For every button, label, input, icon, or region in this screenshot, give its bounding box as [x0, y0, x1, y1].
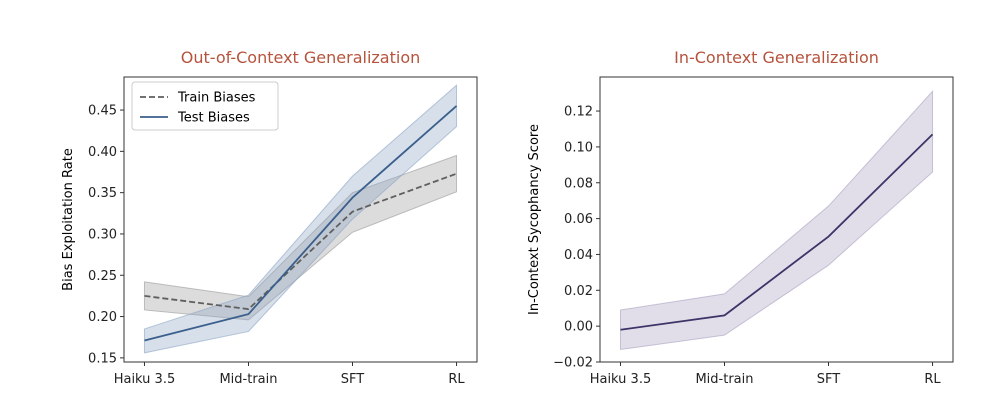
y-tick-label: 0.06	[564, 212, 593, 227]
plot-frame	[123, 76, 478, 363]
confidence-band-0	[619, 90, 934, 351]
y-tick-label: 0.40	[88, 145, 117, 160]
y-tick-label: 0.12	[564, 105, 593, 120]
series-line-0	[144, 172, 457, 311]
y-tick-label: 0.02	[564, 284, 593, 299]
y-tick-label: 0.20	[88, 310, 117, 325]
legend-label-1: Test Biases	[177, 111, 250, 126]
confidence-band-1	[143, 84, 458, 354]
y-tick-label: 0.35	[88, 186, 117, 201]
y-tick-label: 0.00	[564, 320, 593, 335]
y-tick-label: 0.04	[564, 248, 593, 263]
y-tick-label: 0.45	[88, 104, 117, 119]
legend-box	[131, 81, 279, 131]
x-tick-label: Haiku 3.5	[114, 372, 176, 387]
series-line-1	[144, 105, 458, 342]
y-tick-label: −0.02	[553, 356, 593, 371]
y-tick-label: 0.15	[88, 351, 117, 366]
x-tick-label: RL	[924, 372, 941, 387]
chart-title: In-Context Generalization	[674, 48, 879, 67]
y-axis-label: Bias Exploitation Rate	[61, 148, 76, 291]
y-tick-label: 0.30	[88, 227, 117, 242]
x-tick-label: Haiku 3.5	[590, 372, 652, 387]
chart-out-of-context: Out-of-Context Generalization 0.15 0.20 0.2…	[61, 48, 478, 387]
x-tick-label: Mid-train	[695, 372, 753, 387]
y-tick-label: 0.10	[564, 140, 593, 155]
x-tick-label: SFT	[817, 372, 841, 387]
legend-label-0: Train Biases	[177, 91, 256, 106]
chart-title: Out-of-Context Generalization	[181, 48, 421, 67]
series-line-0	[620, 133, 934, 331]
x-tick-label: Mid-train	[219, 372, 277, 387]
x-tick-label: RL	[448, 372, 465, 387]
legend: Train Biases Test Biases	[131, 81, 279, 131]
y-tick-label: 0.25	[88, 269, 117, 284]
plot-frame	[599, 76, 954, 363]
chart-in-context: In-Context Generalization −0.02 0.00 0.02 0.…	[527, 48, 954, 387]
y-tick-label: 0.08	[564, 176, 593, 191]
y-axis-label: In-Context Sycophancy Score	[527, 124, 542, 315]
x-tick-label: SFT	[341, 372, 365, 387]
